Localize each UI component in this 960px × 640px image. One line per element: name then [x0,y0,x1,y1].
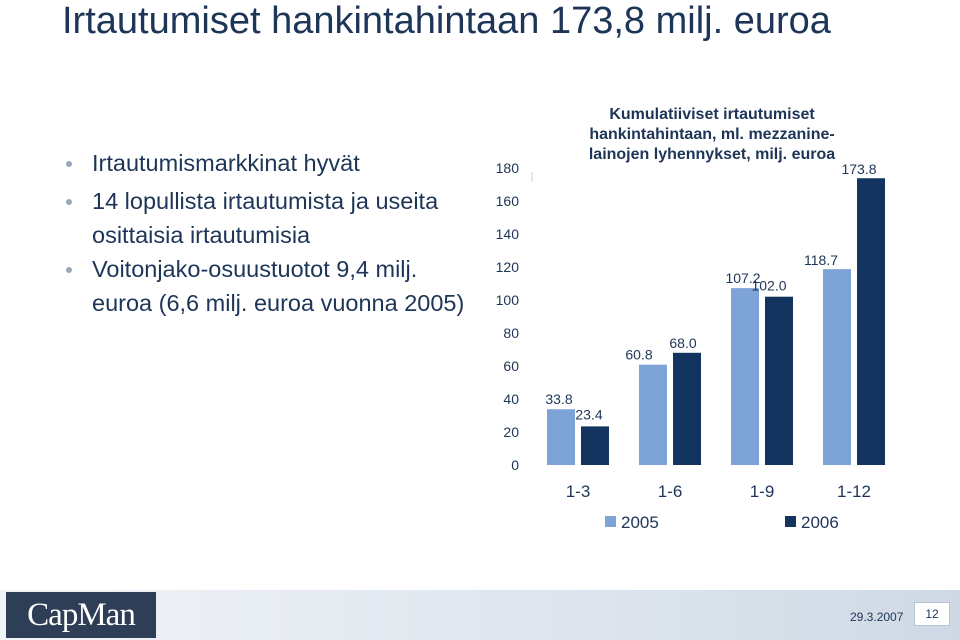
footer-band [0,590,960,640]
bar-data-label: 23.4 [575,406,602,422]
bullet-item: Irtautumismarkkinat hyvät [62,146,482,180]
bar-2005-1-6 [639,364,667,465]
x-tick-label: 1-6 [658,482,683,501]
y-tick-label: 40 [503,391,519,407]
y-tick-label: 0 [511,457,519,473]
x-axis: 1-3 1-6 1-9 1-12 [532,464,900,501]
y-tick-label: 140 [496,226,520,242]
bar-2006-1-3 [581,426,609,465]
bar-data-label: 102.0 [751,278,786,294]
bar-data-label: 107.2 [725,270,760,286]
page-number: 12 [914,602,950,626]
chart-title-line: lainojen lyhennykset, milj. euroa [589,146,835,163]
bullet-dot-icon [66,161,72,167]
y-tick-label: 180 [496,160,520,176]
bar-data-label: 173.8 [841,161,876,177]
bullet-dot-icon [66,199,72,205]
y-tick-label: 80 [503,325,519,341]
bar-data-label: 118.7 [804,252,838,268]
bullet-list: Irtautumismarkkinat hyvät 14 lopullista … [62,146,482,320]
slide-title: Irtautumiset hankintahintaan 173,8 milj.… [62,0,831,42]
bars: 33.8 60.8 107.2 118.7 23.4 68.0 102.0 173.8 [545,161,885,466]
x-tick-label: 1-3 [566,482,591,501]
chart-title: Kumulatiiviset irtautumiset hankintahinta… [589,106,835,163]
bullet-item: Voitonjako-osuustuotot 9,4 milj. euroa (… [62,252,482,320]
y-tick-label: 160 [496,193,520,209]
footer-date: 29.3.2007 [850,610,904,624]
legend: 2005 2006 [605,513,839,532]
y-tick-label: 120 [496,259,520,275]
bullet-text: Voitonjako-osuustuotot 9,4 milj. euroa (… [92,256,465,316]
bar-data-label: 60.8 [625,347,652,363]
x-tick-label: 1-12 [837,482,871,501]
y-tick-label: 100 [496,292,520,308]
footer: CapMan 29.3.2007 12 [0,590,960,640]
chart-title-line: hankintahintaan, ml. mezzanine- [589,126,834,143]
legend-label: 2005 [621,513,659,532]
bullet-text: 14 lopullista irtautumista ja useita osi… [92,188,439,248]
bullet-text: Irtautumismarkkinat hyvät [92,150,360,176]
bar-data-label: 68.0 [669,335,696,351]
legend-swatch [785,516,796,527]
bar-2005-1-3 [547,409,575,465]
y-tick-label: 20 [503,424,519,440]
cumulative-exits-chart: Kumulatiiviset irtautumiset hankintahinta… [495,106,900,532]
bar-2006-1-9 [765,296,793,465]
y-tick-label: 60 [503,358,519,374]
capman-logo: CapMan [6,592,156,638]
legend-swatch [605,516,616,527]
x-tick-label: 1-9 [750,482,775,501]
bar-2006-1-12 [857,178,885,466]
bar-2006-1-6 [673,352,701,465]
bullet-dot-icon [66,267,72,273]
y-axis: 0 20 40 60 80 100 120 140 160 180 [496,160,533,473]
bar-2005-1-12 [823,269,851,465]
bullet-item: 14 lopullista irtautumista ja useita osi… [62,184,482,252]
bar-2005-1-9 [731,288,759,465]
legend-label: 2006 [801,513,839,532]
bar-data-label: 33.8 [545,391,572,407]
chart-title-line: Kumulatiiviset irtautumiset [609,106,815,123]
